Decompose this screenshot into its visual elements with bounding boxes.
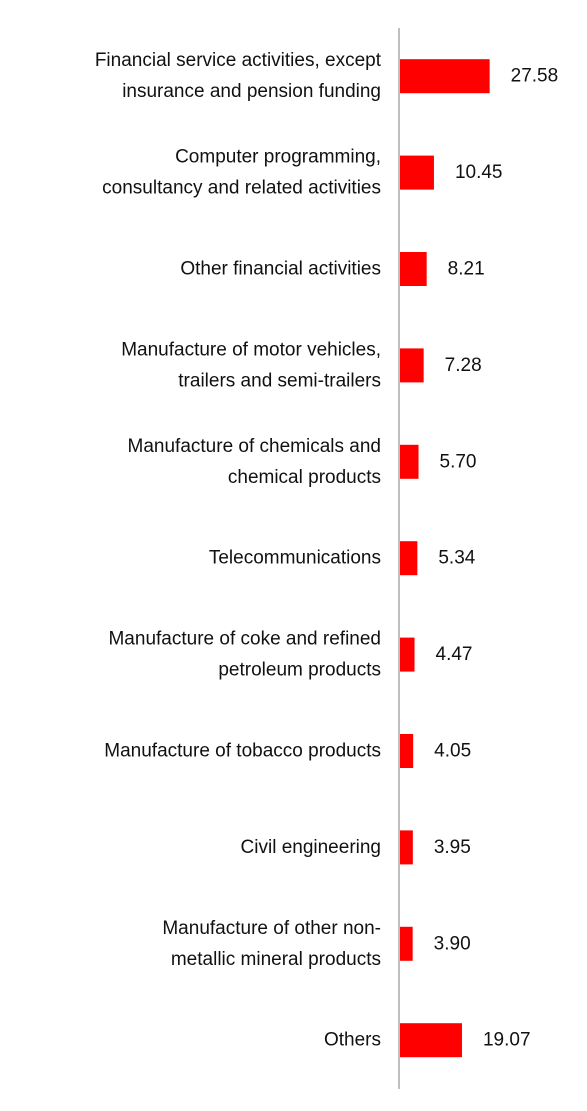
category-label: Manufacture of tobacco products — [104, 741, 381, 762]
bar — [400, 252, 427, 286]
category-label: insurance and pension funding — [122, 81, 381, 102]
category-label: consultancy and related activities — [102, 178, 381, 199]
category-label: trailers and semi-trailers — [178, 370, 381, 391]
value-label: 3.95 — [434, 837, 471, 858]
value-label: 19.07 — [483, 1030, 531, 1051]
value-label: 4.47 — [436, 644, 473, 665]
bar — [400, 637, 415, 672]
category-label: Manufacture of motor vehicles, — [121, 339, 381, 360]
category-label: Telecommunications — [209, 548, 381, 569]
value-labels: 27.58 10.45 8.21 7.28 5.70 5.34 4.47 4.05 3.95 3.… — [434, 66, 559, 1051]
category-label: Computer programming, — [175, 147, 381, 168]
category-labels: Financial service activities, except insu… — [95, 50, 382, 1050]
bar — [400, 348, 424, 383]
value-label: 27.58 — [511, 66, 559, 87]
category-label: petroleum products — [218, 660, 381, 681]
category-label: Other financial activities — [180, 259, 381, 280]
value-label: 5.34 — [438, 548, 475, 569]
bar — [400, 59, 490, 94]
category-label: Financial service activities, except — [95, 50, 382, 71]
value-label: 8.21 — [448, 259, 485, 280]
value-label: 7.28 — [445, 355, 482, 376]
category-label: Manufacture of chemicals and — [128, 436, 381, 457]
value-label: 3.90 — [434, 933, 471, 954]
category-label: Civil engineering — [241, 837, 381, 858]
category-label: Manufacture of coke and refined — [108, 629, 381, 650]
bar — [400, 444, 419, 479]
bar — [400, 926, 413, 961]
category-label: Manufacture of other non- — [162, 918, 381, 939]
value-label: 4.05 — [434, 741, 471, 762]
category-label: metallic mineral products — [171, 949, 381, 970]
value-label: 10.45 — [455, 162, 503, 183]
bar — [400, 830, 413, 865]
bar — [400, 1023, 462, 1058]
category-label: Others — [324, 1030, 381, 1051]
category-label: chemical products — [228, 467, 381, 488]
bar — [400, 734, 414, 768]
bar — [400, 155, 434, 190]
bar — [400, 541, 418, 576]
bars-layer — [400, 59, 490, 1058]
value-label: 5.70 — [440, 451, 477, 472]
